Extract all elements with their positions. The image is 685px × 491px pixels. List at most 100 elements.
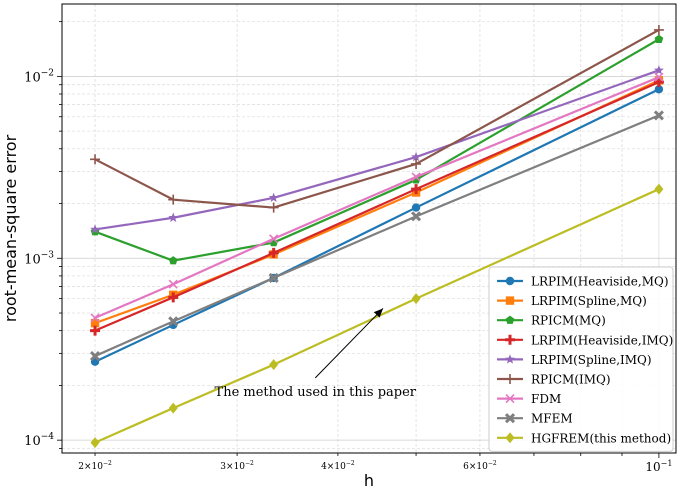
- legend-box: [488, 266, 674, 452]
- data-point: [411, 211, 422, 222]
- x-tick-label-base: 4×10: [321, 462, 346, 472]
- x-tick-label-exponent: −2: [346, 460, 355, 467]
- x-tick-label-exponent: −1: [661, 459, 673, 468]
- data-point: [269, 359, 279, 371]
- data-point: [168, 402, 178, 414]
- data-point: [411, 203, 421, 212]
- data-point: [168, 292, 179, 303]
- data-point: [90, 325, 101, 336]
- series-4: [90, 77, 664, 336]
- data-point: [411, 184, 422, 195]
- data-point: [268, 192, 279, 203]
- annotation-arrow-head: [373, 308, 384, 318]
- data-point: [168, 256, 178, 265]
- data-point: [90, 224, 100, 234]
- x-tick-label-base: 2×10: [78, 462, 103, 472]
- y-tick-label-exponent: −2: [41, 68, 54, 78]
- data-point: [411, 293, 421, 305]
- legend-label: HGFREM(this method): [531, 431, 671, 445]
- legend-label: RPICM(MQ): [531, 314, 606, 328]
- y-tick-label-exponent: −3: [41, 250, 55, 260]
- legend-label: LRPIM(Heaviside,IMQ): [531, 333, 673, 347]
- legend-entry: HGFREM(this method): [497, 431, 671, 445]
- data-point: [654, 85, 664, 94]
- legend-label: LRPIM(Heaviside,MQ): [531, 275, 669, 289]
- series-9: [90, 183, 664, 449]
- legend-entry: LRPIM(Spline,IMQ): [497, 353, 652, 367]
- y-tick-label-base: 10: [24, 252, 41, 267]
- x-tick-label: 3×10−2: [220, 460, 254, 472]
- x-axis-ticks: 2×10−2 3×10−2 4×10−2 6×10−2 10−1: [78, 453, 672, 474]
- data-point: [90, 318, 100, 328]
- legend: LRPIM(Heaviside,MQ) LRPIM(Spline,MQ) RPICM…: [488, 266, 674, 452]
- x-tick-label: 6×10−2: [463, 460, 497, 472]
- legend-label: MFEM: [531, 412, 573, 426]
- data-point: [411, 158, 422, 169]
- legend-marker: [505, 315, 515, 324]
- data-point: [653, 65, 664, 75]
- x-tick-label-base: 10: [645, 460, 660, 474]
- data-point: [90, 154, 101, 165]
- y-axis-label: root-mean-square error: [1, 134, 20, 322]
- y-axis-ticks: 10−410−310−2: [24, 21, 62, 449]
- legend-entry: LRPIM(Spline,MQ): [497, 294, 647, 308]
- legend-marker: [505, 354, 515, 364]
- legend-label: FDM: [531, 392, 561, 406]
- series-layer: [89, 24, 664, 449]
- data-point: [411, 151, 422, 162]
- legend-marker: [505, 374, 515, 384]
- data-point: [411, 172, 421, 182]
- series-7: [90, 72, 664, 323]
- data-point: [168, 279, 178, 289]
- annotation-arrow-line: [314, 308, 384, 379]
- y-tick-label-base: 10: [24, 70, 41, 85]
- data-point: [269, 234, 279, 244]
- legend-entry: LRPIM(Heaviside,IMQ): [497, 333, 673, 347]
- legend-marker: [504, 413, 516, 424]
- series-8: [89, 110, 664, 362]
- legend-label: LRPIM(Spline,IMQ): [531, 353, 652, 367]
- data-point: [268, 202, 279, 213]
- data-point: [168, 194, 179, 205]
- data-point: [90, 437, 100, 449]
- data-point: [268, 272, 279, 283]
- y-tick-label-base: 10: [24, 434, 41, 449]
- legend-entry: RPICM(IMQ): [497, 373, 611, 387]
- x-tick-label-exponent: −2: [488, 460, 497, 467]
- x-tick-label-exponent: −2: [103, 460, 112, 467]
- x-tick-label-base: 6×10: [463, 462, 488, 472]
- data-point: [168, 212, 179, 222]
- legend-label: LRPIM(Spline,MQ): [531, 294, 647, 308]
- y-tick-label: 10−2: [24, 68, 54, 85]
- x-axis-label: h: [364, 471, 374, 490]
- data-point: [653, 24, 664, 35]
- annotation: The method used in this paper: [215, 308, 417, 400]
- data-point: [168, 316, 179, 327]
- data-point: [89, 350, 101, 362]
- series-6: [90, 24, 664, 213]
- y-tick-label: 10−3: [24, 250, 54, 267]
- data-point: [653, 77, 664, 88]
- x-tick-label-base: 3×10: [220, 462, 245, 472]
- legend-marker: [505, 276, 515, 286]
- x-tick-label: 2×10−2: [78, 460, 112, 472]
- legend-entry: MFEM: [497, 412, 573, 426]
- data-point: [654, 183, 664, 195]
- x-tick-label: 4×10−2: [321, 460, 355, 472]
- data-point: [654, 34, 664, 43]
- legend-marker: [505, 334, 515, 345]
- y-tick-label-exponent: −4: [41, 432, 55, 442]
- annotation-text: The method used in this paper: [215, 385, 417, 400]
- data-point: [90, 313, 100, 323]
- legend-entry: FDM: [497, 392, 561, 406]
- x-tick-label: 10−1: [645, 459, 672, 474]
- legend-marker: [505, 296, 515, 305]
- legend-label: RPICM(IMQ): [531, 373, 611, 387]
- series-5: [90, 65, 664, 234]
- legend-marker: [505, 432, 515, 444]
- plot-area-frame: [61, 3, 677, 454]
- legend-marker: [505, 394, 515, 404]
- x-tick-label-exponent: −2: [245, 460, 254, 467]
- y-tick-label: 10−4: [24, 432, 54, 449]
